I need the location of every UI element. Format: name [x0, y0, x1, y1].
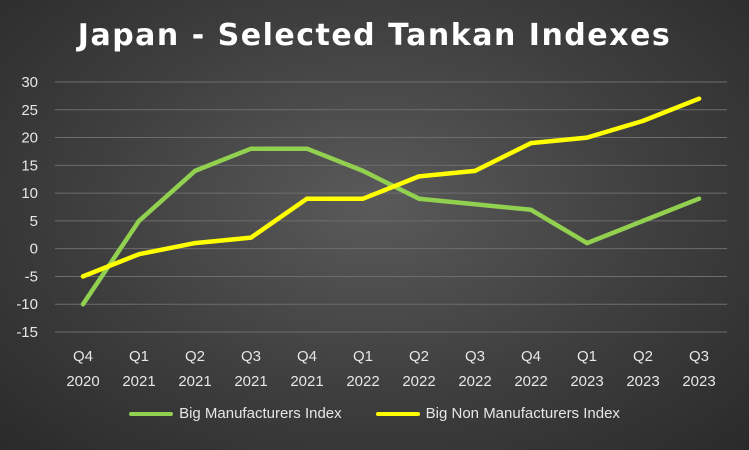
- x-tick-label-year: 2023: [570, 373, 603, 390]
- x-tick-label-quarter: Q1: [353, 348, 373, 365]
- legend-swatch-non-manufacturers: [375, 411, 420, 416]
- data-point-non-manufacturers: [528, 140, 534, 146]
- x-tick-label-quarter: Q3: [241, 348, 261, 365]
- x-tick-label-quarter: Q4: [521, 348, 541, 365]
- data-point-manufacturers: [696, 196, 702, 201]
- data-point-non-manufacturers: [584, 135, 590, 140]
- x-tick-label-year: 2023: [682, 373, 715, 390]
- legend-swatch-manufacturers: [129, 411, 174, 416]
- series-line-manufacturers: [80, 146, 702, 307]
- y-tick-label: -10: [16, 296, 38, 313]
- data-point-manufacturers: [136, 218, 142, 224]
- x-tick-label-quarter: Q4: [297, 348, 317, 365]
- data-point-non-manufacturers: [192, 240, 198, 246]
- data-point-non-manufacturers: [472, 168, 478, 174]
- y-tick-label: 0: [30, 241, 38, 258]
- data-point-manufacturers: [584, 240, 590, 246]
- y-tick-label: 20: [21, 130, 38, 147]
- x-tick-label-quarter: Q3: [465, 348, 485, 365]
- x-tick-label-year: 2023: [626, 373, 659, 390]
- data-point-non-manufacturers: [640, 118, 646, 124]
- legend-label-manufacturers: Big Manufacturers Index: [179, 405, 342, 422]
- y-tick-label: 15: [21, 157, 38, 174]
- legend-label-non-manufacturers: Big Non Manufacturers Index: [425, 405, 620, 422]
- data-point-manufacturers: [472, 202, 478, 207]
- data-point-non-manufacturers: [696, 96, 702, 101]
- x-tick-label-quarter: Q1: [577, 348, 597, 365]
- data-point-non-manufacturers: [360, 196, 366, 201]
- legend-item-manufacturers: Big Manufacturers Index: [129, 405, 342, 422]
- data-point-manufacturers: [640, 218, 646, 224]
- data-point-manufacturers: [528, 207, 534, 212]
- data-point-manufacturers: [80, 302, 86, 307]
- x-tick-label-year: 2021: [178, 373, 211, 390]
- x-tick-label-year: 2022: [346, 373, 379, 390]
- y-tick-label: -15: [16, 324, 38, 341]
- legend-item-non-manufacturers: Big Non Manufacturers Index: [375, 405, 620, 422]
- x-tick-label-quarter: Q2: [409, 348, 429, 365]
- data-point-non-manufacturers: [248, 235, 254, 240]
- y-tick-label: 5: [30, 213, 38, 230]
- data-point-manufacturers: [360, 168, 366, 174]
- data-point-manufacturers: [416, 196, 422, 201]
- x-tick-label-quarter: Q3: [689, 348, 709, 365]
- data-point-non-manufacturers: [416, 174, 422, 179]
- x-tick-label-quarter: Q4: [73, 348, 93, 365]
- x-tick-label-year: 2022: [514, 373, 547, 390]
- x-tick-label-year: 2021: [290, 373, 323, 390]
- x-tick-label-year: 2021: [122, 373, 155, 390]
- x-tick-label-year: 2020: [66, 373, 99, 390]
- y-tick-label: 25: [21, 102, 38, 119]
- x-tick-label-year: 2022: [458, 373, 491, 390]
- y-tick-label: 10: [21, 185, 38, 202]
- legend: Big Manufacturers Index Big Non Manufact…: [0, 405, 749, 422]
- x-tick-label-quarter: Q2: [185, 348, 205, 365]
- chart-title: Japan - Selected Tankan Indexes: [77, 18, 672, 53]
- x-tick-label-year: 2022: [402, 373, 435, 390]
- y-tick-label: -5: [25, 268, 38, 285]
- y-tick-label: 30: [21, 74, 38, 91]
- data-point-non-manufacturers: [136, 252, 142, 257]
- data-point-manufacturers: [248, 146, 254, 151]
- x-tick-label-year: 2021: [234, 373, 267, 390]
- data-point-manufacturers: [192, 168, 198, 174]
- x-tick-label-quarter: Q2: [633, 348, 653, 365]
- data-point-manufacturers: [304, 146, 310, 151]
- x-tick-label-quarter: Q1: [129, 348, 149, 365]
- series-line-non-manufacturers: [80, 96, 702, 279]
- data-point-non-manufacturers: [304, 196, 310, 201]
- data-point-non-manufacturers: [80, 274, 86, 279]
